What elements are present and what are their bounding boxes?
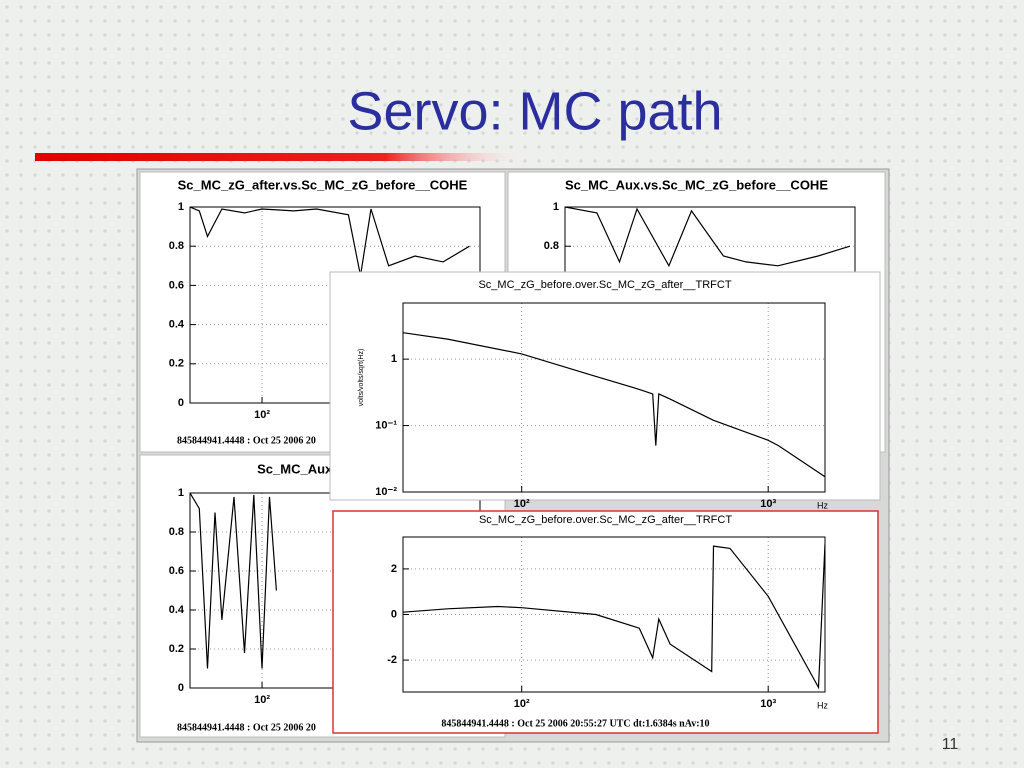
series-line [190,493,277,669]
timestamp-note: 845844941.4448 : Oct 25 2006 20 [177,435,316,446]
page-number: 11 [942,736,959,753]
y-tick-label: 0.4 [169,319,185,331]
chart-title: Sc_MC_Aux.vs.Sc_MC_zG_before__COHE [565,177,828,192]
series-line [403,332,825,478]
title-underline [35,153,535,161]
x-tick-label: 10² [514,498,530,510]
x-axis-label: Hz [817,500,828,510]
y-tick-label: 0 [391,608,397,620]
chart-title: Sc_MC_zG_before.over.Sc_MC_zG_after__TRF… [479,514,732,526]
y-tick-label: 2 [391,563,397,575]
series-line [565,207,851,268]
y-tick-label: 0 [178,682,184,694]
x-axis-label: Hz [817,700,828,710]
y-tick-label: 1 [553,201,559,213]
plot-area [402,302,826,493]
x-tick-label: 10³ [760,698,776,710]
y-tick-label: 0.6 [169,565,184,577]
timestamp-note: 845844941.4448 : Oct 25 2006 20:55:27 UT… [441,718,709,729]
chart-panel [329,271,881,501]
series-line [190,207,470,276]
y-tick-label: 0 [178,397,184,409]
charts: Sc_MC_zG_after.vs.Sc_MC_zG_before__COHE 0… [139,171,886,738]
y-tick-label: 1 [178,487,184,499]
y-tick-label: 10⁻¹ [375,419,397,431]
x-tick-label: 10³ [760,498,776,510]
y-tick-label: 0.2 [169,643,184,655]
y-tick-label: 0.2 [169,358,184,370]
x-tick-label: 10² [254,409,270,421]
x-tick-label: 10² [254,694,270,706]
y-tick-label: 0.6 [169,279,184,291]
chart-title: Sc_MC_zG_before.over.Sc_MC_zG_after__TRF… [478,279,731,291]
chart-title: Sc_MC_zG_after.vs.Sc_MC_zG_before__COHE [178,177,468,192]
slide-title: Servo: MC path [347,81,722,141]
plot-area [402,536,826,693]
chart: Sc_MC_zG_before.over.Sc_MC_zG_after__TRF… [329,271,881,510]
y-tick-label: -2 [387,654,397,666]
y-axis-label: volts/volts/sqrt(Hz) [358,349,365,407]
chart: Sc_MC_zG_before.over.Sc_MC_zG_after__TRF… [332,510,879,734]
y-tick-label: 0.8 [169,240,184,252]
timestamp-note: 845844941.4448 : Oct 25 2006 20 [177,722,316,733]
series-line [403,543,825,690]
y-tick-label: 10⁻² [375,486,397,498]
y-tick-label: 0.8 [544,240,559,252]
x-tick-label: 10² [514,698,530,710]
chart-panel [332,510,879,734]
y-tick-label: 0.4 [169,604,185,616]
y-tick-label: 1 [391,353,397,365]
y-tick-label: 1 [178,201,184,213]
y-tick-label: 0.8 [169,526,184,538]
